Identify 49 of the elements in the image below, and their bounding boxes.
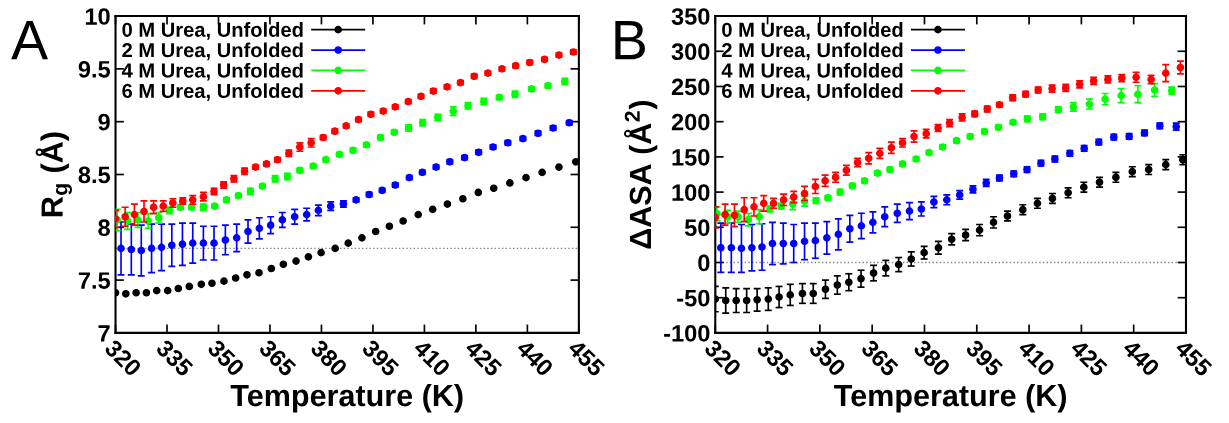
x-tick-label: 425: [1069, 338, 1109, 378]
y-tick-label: 7: [98, 325, 110, 342]
legend-label: 2 M Urea, Unfolded: [122, 42, 303, 61]
x-tick-label: 350: [807, 338, 847, 378]
legend-label: 0 M Urea, Unfolded: [122, 22, 303, 40]
x-tick-label: 335: [155, 338, 194, 378]
y-tick-label: 10: [85, 8, 110, 25]
y-tick-label: 8.5: [78, 166, 111, 184]
x-tick-label: 365: [258, 338, 297, 378]
x-tick-label: 455: [1173, 338, 1213, 378]
y-tick-label: 150: [672, 148, 710, 166]
x-tick-label: 395: [964, 338, 1004, 378]
x-tick-label: 425: [463, 338, 503, 378]
y-tick-label: 0: [698, 254, 710, 272]
legend-label: 2 M Urea, Unfolded: [722, 42, 903, 61]
y-tick-label: -50: [677, 289, 710, 307]
y-tick-label: 250: [671, 78, 710, 96]
legend-label: 4 M Urea, Unfolded: [121, 62, 303, 81]
legend-label: 6 M Urea, Unfolded: [122, 83, 303, 101]
legend-label: 0 M Urea, Unfolded: [722, 22, 903, 40]
y-tick-label: -100: [664, 324, 710, 342]
x-tick-label: 335: [755, 338, 795, 378]
text: B: [615, 21, 645, 60]
x-tick-label: 410: [412, 338, 452, 378]
x-tick-label: 380: [912, 338, 952, 378]
x-axis-title: Temperature (K): [834, 383, 1066, 413]
y-tick-label: 9: [98, 113, 110, 131]
text: A: [11, 21, 49, 60]
x-axis-title: Temperature (K): [230, 383, 463, 413]
x-tick-label: 380: [309, 338, 349, 378]
x-tick-label: 440: [515, 338, 555, 378]
x-tick-label: 350: [206, 338, 246, 378]
y-tick-label: 350: [671, 8, 710, 25]
y-axis-title: R$_{g}$ (Å): [35, 132, 72, 217]
x-tick-label: 410: [1017, 338, 1056, 378]
x-tick-label: 440: [1121, 338, 1161, 378]
y-tick-label: 50: [684, 219, 710, 237]
legend-label: 4 M Urea, Unfolded: [721, 62, 903, 81]
y-tick-label: 8: [98, 219, 110, 237]
y-tick-label: 100: [672, 184, 710, 201]
y-tick-label: 7.5: [78, 272, 111, 289]
y-tick-label: 300: [671, 43, 710, 61]
y-axis-title: ΔASA (Å$^{2}$): [624, 100, 658, 249]
x-tick-label: 365: [860, 338, 900, 378]
x-tick-label: 395: [361, 338, 400, 378]
y-tick-label: 9.5: [78, 60, 111, 78]
x-tick-label: 455: [566, 338, 606, 378]
legend-label: 6 M Urea, Unfolded: [722, 83, 903, 101]
y-tick-label: 200: [671, 113, 710, 131]
